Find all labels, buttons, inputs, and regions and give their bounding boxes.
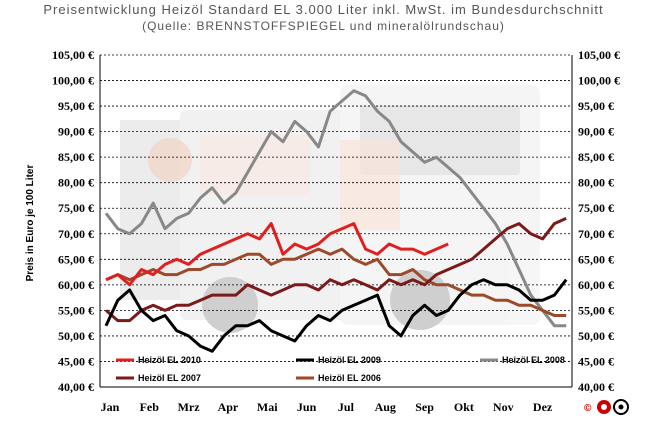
y-tick-label-right: 80,00 € [578,176,614,190]
y-tick-label-left: 65,00 € [58,252,94,266]
legend: Heizöl EL 2010 Heizöl EL 2009 Heizöl EL 20… [116,355,565,383]
x-tick-label: Jan [101,400,120,414]
legend-entry: Heizöl EL 2006 [318,373,381,383]
series-line-heizöl-el-2009 [104,278,568,353]
legend-entry: Heizöl EL 2008 [502,355,565,365]
x-tick-label: Jul [338,400,355,414]
logo: © [584,399,629,415]
y-tick-label-right: 50,00 € [578,329,614,343]
y-tick-label-right: 55,00 € [578,303,614,317]
y-tick-label-left: 70,00 € [58,227,94,241]
y-tick-label-right: 65,00 € [578,252,614,266]
series-line-heizöl-el-2008 [104,89,567,328]
y-tick-label-left: 95,00 € [58,99,94,113]
y-tick-label-left: 60,00 € [58,278,94,292]
y-tick-label-right: 75,00 € [578,201,614,215]
y-tick-label-left: 90,00 € [58,125,94,139]
y-tick-label-left: 50,00 € [58,329,94,343]
series-lines [104,89,568,353]
y-tick-label-right: 70,00 € [578,227,614,241]
x-tick-label: Dez [533,400,553,414]
y-tick-label-right: 60,00 € [578,278,614,292]
y-tick-label-left: 80,00 € [58,176,94,190]
legend-entry: Heizöl EL 2010 [138,355,201,365]
y-tick-label-left: 105,00 € [52,48,94,62]
series-line-heizöl-el-2010 [105,222,449,287]
x-tick-label: Jun [297,400,317,414]
y-tick-label-right: 45,00 € [578,354,614,368]
chart-title: Preisentwicklung Heizöl Standard EL 3.00… [43,2,604,17]
x-tick-label: Feb [140,400,160,414]
y-tick-label-left: 40,00 € [58,380,94,394]
y-tick-label-right: 100,00 € [578,74,620,88]
legend-entry: Heizöl EL 2007 [138,373,201,383]
y-tick-label-left: 100,00 € [52,74,94,88]
x-tick-label: Sep [415,400,434,414]
y-tick-label-right: 90,00 € [578,125,614,139]
y-tick-label-left: 75,00 € [58,201,94,215]
y-tick-label-right: 95,00 € [578,99,614,113]
legend-entry: Heizöl EL 2009 [318,355,381,365]
series-line-heizöl-el-2007 [105,217,567,323]
y-tick-label-right: 40,00 € [578,380,614,394]
y-tick-label-left: 55,00 € [58,303,94,317]
y-tick-label-right: 85,00 € [578,150,614,164]
x-tick-label: Okt [454,400,474,414]
x-tick-label: Apr [218,400,239,414]
x-tick-label: Nov [493,400,514,414]
copyright-mark: © [584,403,592,414]
x-tick-label: Mai [257,400,278,414]
x-tick-label: Aug [375,400,396,414]
y-tick-label-right: 105,00 € [578,48,620,62]
y-tick-label-left: 45,00 € [58,354,94,368]
y-tick-label-left: 85,00 € [58,150,94,164]
x-tick-label: Mrz [178,400,201,414]
series-line-heizöl-el-2006 [105,247,567,317]
chart-subtitle: (Quelle: BRENNSTOFFSPIEGEL und mineralöl… [142,19,505,33]
y-axis-label: Preis in Euro je 100 Liter [25,165,36,282]
axes: 40,00 € 40,00 € 45,00 € 45,00 € 50,00 € 50,00… [52,48,620,414]
